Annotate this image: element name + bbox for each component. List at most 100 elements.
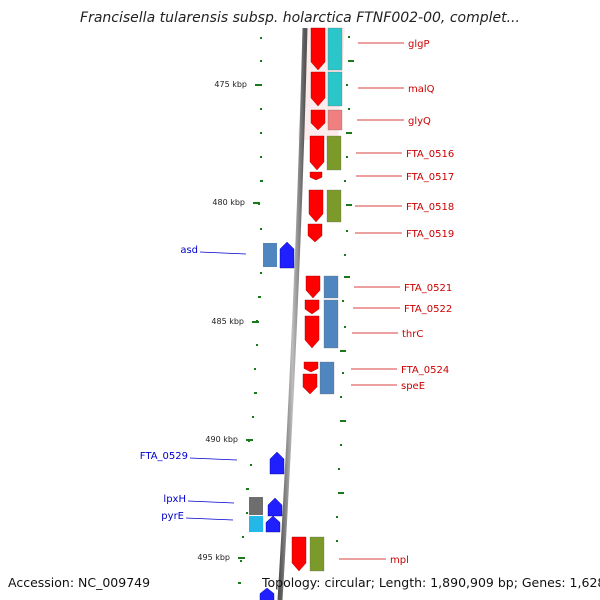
gc-dot bbox=[340, 444, 342, 446]
forward-gene-arrow[interactable] bbox=[291, 536, 307, 572]
gc-dot bbox=[342, 300, 344, 302]
gc-dot bbox=[256, 344, 258, 346]
gene-label-line bbox=[185, 517, 234, 521]
gc-dot bbox=[336, 540, 338, 542]
gc-dot bbox=[344, 254, 346, 256]
gc-dot bbox=[252, 416, 254, 418]
gc-dot bbox=[260, 156, 262, 158]
scale-tick-mark bbox=[255, 84, 262, 86]
gc-dot bbox=[258, 296, 261, 298]
scale-tick-label: 485 kbp bbox=[211, 317, 244, 326]
cog-block bbox=[323, 275, 339, 299]
gene-label-line bbox=[199, 251, 247, 255]
gene-label-speE[interactable]: speE bbox=[401, 381, 425, 392]
gc-dot bbox=[260, 108, 262, 110]
cog-block bbox=[263, 243, 277, 267]
gene-label-FTA_0529[interactable]: FTA_0529 bbox=[140, 451, 188, 462]
gene-label-mpl[interactable]: mpl bbox=[390, 555, 409, 566]
gene-label-FTA_0522[interactable]: FTA_0522 bbox=[404, 304, 452, 315]
gc-dot bbox=[246, 488, 249, 490]
forward-gene-arrow[interactable] bbox=[310, 71, 326, 107]
gc-dot bbox=[348, 36, 350, 38]
gc-dot bbox=[348, 108, 350, 110]
gene-label-FTA_0518[interactable]: FTA_0518 bbox=[406, 202, 454, 213]
reverse-gene-arrow[interactable] bbox=[279, 241, 295, 269]
gene-label-line bbox=[189, 457, 238, 461]
gc-dot bbox=[238, 582, 241, 584]
forward-gene-arrow[interactable] bbox=[310, 109, 326, 131]
reverse-gene-arrow[interactable] bbox=[259, 587, 275, 600]
gene-label-FTA_0519[interactable]: FTA_0519 bbox=[406, 229, 454, 240]
gene-label-line bbox=[187, 500, 235, 504]
reverse-gene-arrow[interactable] bbox=[265, 515, 281, 533]
cog-block bbox=[327, 71, 343, 107]
cog-block bbox=[327, 27, 343, 71]
backbone-line bbox=[277, 27, 308, 600]
gene-label-FTA_0517[interactable]: FTA_0517 bbox=[406, 172, 454, 183]
gene-label-malQ[interactable]: malQ bbox=[408, 84, 435, 95]
gc-dot bbox=[340, 420, 346, 422]
cog-block bbox=[323, 299, 339, 349]
gc-dot bbox=[240, 560, 242, 562]
forward-gene-arrow[interactable] bbox=[305, 275, 321, 299]
scale-tick-mark bbox=[253, 202, 260, 204]
forward-gene-arrow[interactable] bbox=[304, 315, 320, 349]
gene-label-asd[interactable]: asd bbox=[180, 245, 198, 256]
forward-gene-arrow[interactable] bbox=[302, 373, 318, 395]
gc-dot bbox=[346, 132, 352, 134]
gene-label-glyQ[interactable]: glyQ bbox=[408, 116, 431, 127]
gc-dot bbox=[260, 37, 262, 39]
gc-dot bbox=[344, 326, 346, 328]
gene-label-FTA_0524[interactable]: FTA_0524 bbox=[401, 365, 449, 376]
map-title: Francisella tularensis subsp. holarctica… bbox=[80, 10, 520, 26]
gene-label-glgP[interactable]: glgP bbox=[408, 39, 430, 50]
scale-tick-mark bbox=[252, 321, 259, 323]
gene-label-pyrE[interactable]: pyrE bbox=[161, 511, 184, 522]
gc-dot bbox=[346, 230, 348, 232]
forward-gene-arrow[interactable] bbox=[310, 27, 326, 71]
gc-dot bbox=[260, 272, 262, 274]
summary-text: Topology: circular; Length: 1,890,909 bp… bbox=[262, 575, 600, 590]
gc-dot bbox=[260, 180, 263, 182]
gc-dot bbox=[338, 468, 340, 470]
gc-dot bbox=[260, 132, 262, 134]
cog-block bbox=[326, 135, 342, 171]
scale-tick-label: 490 kbp bbox=[205, 435, 238, 444]
cog-block bbox=[249, 516, 263, 532]
gene-label-FTA_0521[interactable]: FTA_0521 bbox=[404, 283, 452, 294]
gc-dot bbox=[346, 156, 348, 158]
accession-text: Accession: NC_009749 bbox=[8, 575, 151, 590]
scale-tick-label: 495 kbp bbox=[197, 553, 230, 562]
forward-gene-arrow[interactable] bbox=[304, 299, 320, 315]
cog-block bbox=[326, 189, 342, 223]
forward-gene-arrow[interactable] bbox=[303, 361, 319, 373]
scale-tick-label: 480 kbp bbox=[212, 198, 245, 207]
gc-dot bbox=[254, 368, 256, 370]
gene-label-FTA_0516[interactable]: FTA_0516 bbox=[406, 149, 454, 160]
forward-gene-arrow[interactable] bbox=[309, 135, 325, 171]
scale-tick-mark bbox=[238, 557, 245, 559]
reverse-gene-arrow[interactable] bbox=[269, 451, 285, 475]
forward-gene-arrow[interactable] bbox=[308, 189, 324, 223]
gene-label-thrC[interactable]: thrC bbox=[402, 329, 423, 340]
reverse-gene-arrow[interactable] bbox=[267, 497, 283, 517]
gc-dot bbox=[340, 396, 342, 398]
gc-dot bbox=[242, 536, 244, 538]
forward-gene-arrow[interactable] bbox=[307, 223, 323, 243]
scale-tick-label: 475 kbp bbox=[214, 80, 247, 89]
gc-dot bbox=[344, 276, 350, 278]
gc-dot bbox=[348, 60, 354, 62]
cog-block bbox=[327, 109, 343, 131]
gc-dot bbox=[260, 60, 262, 62]
cog-block bbox=[249, 497, 263, 515]
gc-dot bbox=[254, 392, 257, 394]
gene-label-lpxH[interactable]: lpxH bbox=[163, 494, 186, 505]
forward-gene-arrow[interactable] bbox=[309, 171, 323, 181]
scale-tick-mark bbox=[246, 439, 253, 441]
gc-dot bbox=[346, 204, 352, 206]
gc-dot bbox=[340, 350, 346, 352]
gc-dot bbox=[260, 228, 262, 230]
cog-block bbox=[319, 361, 335, 395]
gc-dot bbox=[250, 464, 252, 466]
